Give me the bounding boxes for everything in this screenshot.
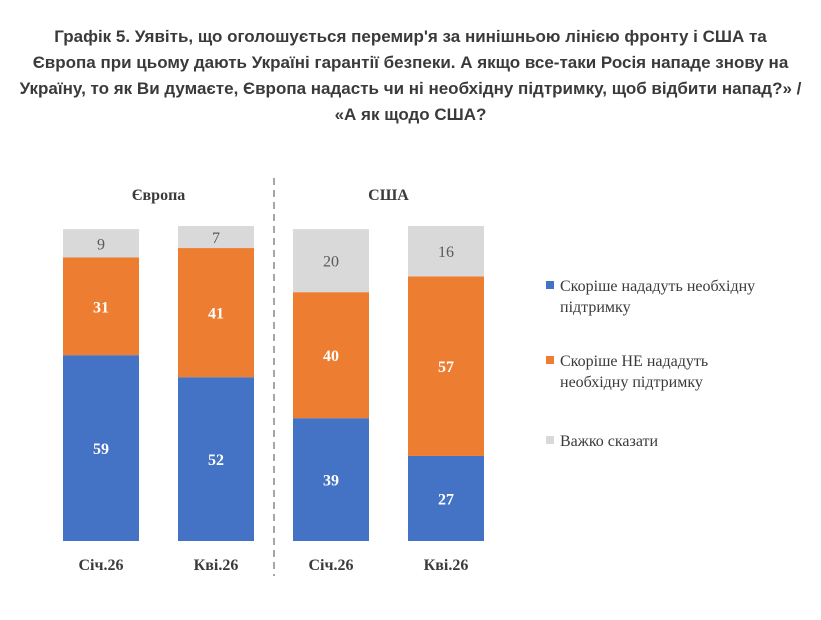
- legend-label-2: Важко сказати: [560, 433, 659, 450]
- data-label-s1-c3: 57: [438, 359, 454, 376]
- title-line-2: Європа при цьому дають Україні гарантії …: [32, 53, 789, 72]
- bar-segment-s2-c2: [293, 229, 369, 293]
- group-label-0: Європа: [132, 187, 186, 204]
- bar-segment-s2-c3: [408, 226, 484, 277]
- data-label-s1-c2: 40: [323, 348, 339, 365]
- data-label-s0-c0: 59: [93, 441, 109, 458]
- bar-segment-s2-c0: [63, 229, 139, 258]
- bar-segment-s1-c2: [293, 292, 369, 419]
- bar-segment-s0-c2: [293, 418, 369, 541]
- title-line-3: Україну, то як Ви думаєте, Європа надаст…: [19, 79, 802, 98]
- data-label-s1-c0: 31: [93, 299, 109, 316]
- legend-swatch-1: [546, 356, 554, 364]
- data-label-s0-c2: 39: [323, 473, 339, 490]
- data-label-s2-c3: 16: [438, 244, 454, 261]
- bar-segment-s0-c0: [63, 355, 139, 541]
- data-label-s2-c1: 7: [212, 230, 220, 247]
- x-tick-label-2: Січ.26: [308, 557, 353, 574]
- chart-title: Графік 5. Уявіть, що оголошується переми…: [0, 24, 821, 128]
- x-tick-label-1: Кві.26: [194, 557, 239, 574]
- data-label-s2-c0: 9: [97, 236, 105, 253]
- x-tick-label-3: Кві.26: [424, 557, 469, 574]
- bar-segment-s1-c3: [408, 276, 484, 456]
- title-line-1: Графік 5. Уявіть, що оголошується переми…: [54, 27, 767, 46]
- title-line-4: «А як щодо США?: [334, 105, 487, 124]
- bar-segment-s2-c1: [178, 226, 254, 249]
- x-tick-label-0: Січ.26: [78, 557, 123, 574]
- data-label-s2-c2: 20: [323, 254, 339, 271]
- data-label-s0-c1: 52: [208, 452, 224, 469]
- legend-label-0: Скоріше нададуть необхідну підтримку: [560, 278, 755, 316]
- data-label-s0-c3: 27: [438, 491, 454, 508]
- bar-segment-s1-c0: [63, 257, 139, 356]
- group-label-1: США: [368, 187, 409, 204]
- legend-label-1: Скоріше НЕ нададуть необхідну підтримку: [560, 353, 708, 391]
- legend-swatch-2: [546, 436, 554, 444]
- bar-segment-s0-c3: [408, 455, 484, 541]
- bar-segment-s1-c1: [178, 248, 254, 378]
- legend-swatch-0: [546, 281, 554, 289]
- data-label-s1-c1: 41: [208, 306, 224, 323]
- bar-segment-s0-c1: [178, 377, 254, 541]
